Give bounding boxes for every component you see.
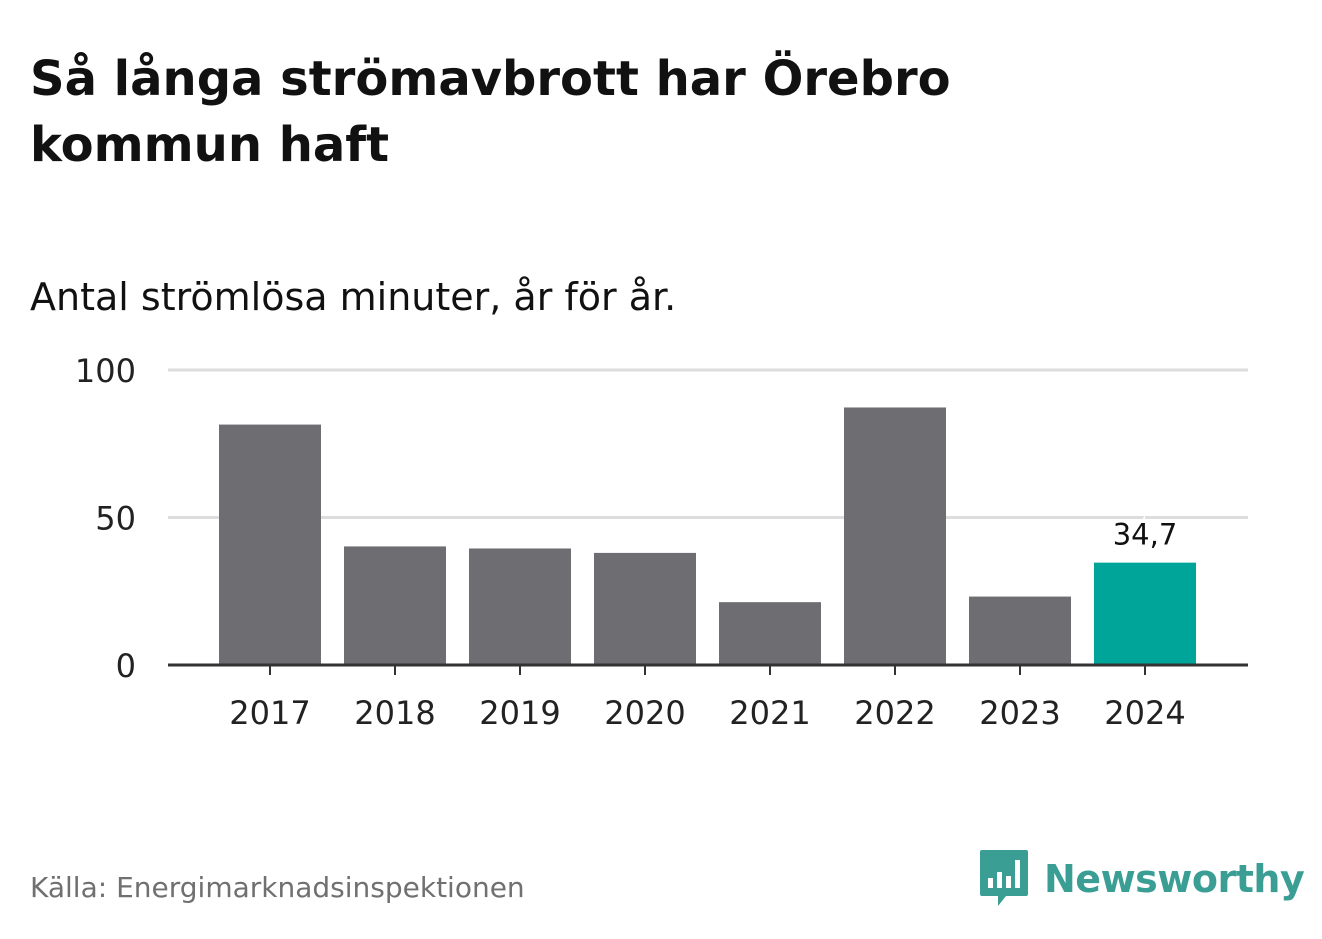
x-tick-label: 2018 <box>354 694 435 732</box>
data-labels: 34,7 <box>1110 515 1181 555</box>
chart-title: Så långa strömavbrott har Örebro kommun … <box>30 51 951 173</box>
bar-2018 <box>344 546 446 665</box>
y-tick-label: 100 <box>75 352 136 390</box>
bar-2019 <box>469 548 571 665</box>
bar-2020 <box>594 552 696 665</box>
x-tick-label: 2021 <box>729 694 810 732</box>
x-axis-ticks: 2017 2018 2019 2020 2021 2022 2023 2024 <box>229 665 1186 732</box>
y-tick-label: 0 <box>116 647 136 685</box>
chart-subtitle: Antal strömlösa minuter, år för år. <box>30 275 677 319</box>
bar-2023 <box>969 596 1071 665</box>
y-tick-label: 50 <box>95 500 136 538</box>
bars <box>219 407 1196 665</box>
brand-logo: Newsworthy <box>978 848 1305 910</box>
bar-2017 <box>219 424 321 665</box>
x-tick-label: 2024 <box>1104 694 1185 732</box>
x-tick-label: 2019 <box>479 694 560 732</box>
x-tick-label: 2022 <box>854 694 935 732</box>
source-note: Källa: Energimarknadsinspektionen <box>30 871 525 904</box>
y-axis-ticks: 0 50 100 <box>75 352 136 685</box>
bar-2021 <box>719 602 821 665</box>
newsworthy-logo-icon <box>980 850 1028 906</box>
x-tick-label: 2020 <box>604 694 685 732</box>
bar-2022 <box>844 407 946 665</box>
x-tick-label: 2023 <box>979 694 1060 732</box>
brand-name: Newsworthy <box>1044 857 1305 901</box>
x-tick-label: 2017 <box>229 694 310 732</box>
data-label: 34,7 <box>1113 518 1178 552</box>
gridlines <box>168 368 1248 519</box>
bar-2024 <box>1094 562 1196 665</box>
